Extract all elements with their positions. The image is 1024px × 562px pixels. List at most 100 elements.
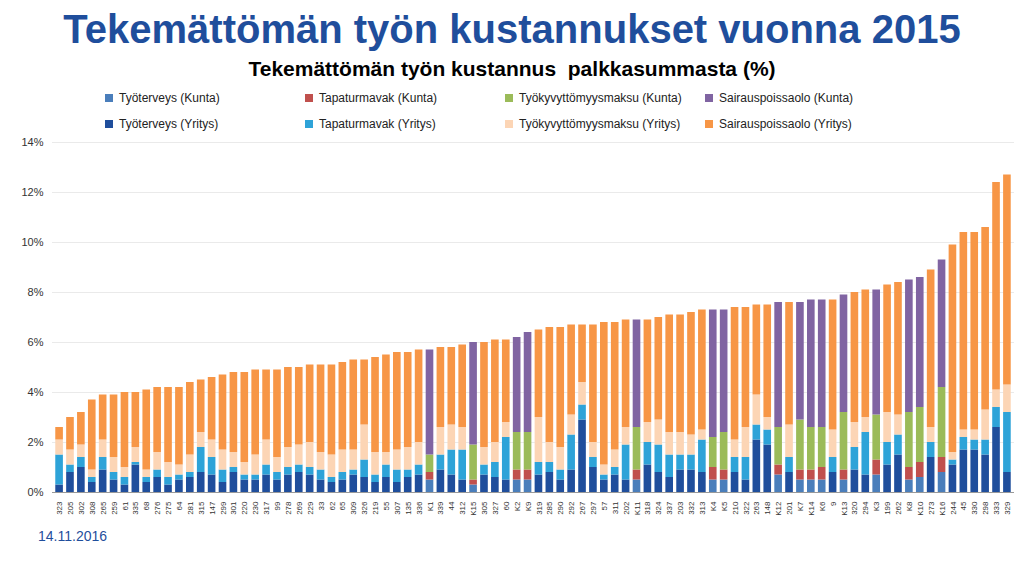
svg-text:K16: K16 bbox=[938, 501, 947, 516]
svg-text:8%: 8% bbox=[28, 286, 44, 298]
svg-text:305: 305 bbox=[480, 501, 489, 515]
svg-text:K9: K9 bbox=[524, 501, 533, 511]
svg-text:281: 281 bbox=[186, 501, 195, 515]
svg-text:148: 148 bbox=[763, 501, 772, 515]
svg-text:K5: K5 bbox=[720, 501, 729, 511]
svg-text:269: 269 bbox=[295, 501, 304, 515]
svg-text:219: 219 bbox=[371, 501, 380, 515]
svg-text:308: 308 bbox=[88, 501, 97, 515]
svg-text:336: 336 bbox=[415, 501, 424, 515]
svg-text:64: 64 bbox=[175, 501, 184, 510]
svg-text:205: 205 bbox=[66, 501, 75, 515]
svg-text:333: 333 bbox=[992, 501, 1001, 515]
svg-text:330: 330 bbox=[970, 501, 979, 515]
svg-text:278: 278 bbox=[284, 501, 293, 515]
svg-text:267: 267 bbox=[578, 501, 587, 515]
svg-text:320: 320 bbox=[850, 501, 859, 515]
svg-text:K13: K13 bbox=[840, 501, 849, 516]
svg-text:275: 275 bbox=[164, 501, 173, 515]
svg-text:307: 307 bbox=[393, 501, 402, 515]
svg-text:323: 323 bbox=[55, 501, 64, 515]
svg-text:K7: K7 bbox=[796, 501, 805, 511]
svg-text:K2: K2 bbox=[513, 501, 522, 511]
svg-text:199: 199 bbox=[883, 501, 892, 515]
svg-text:6%: 6% bbox=[28, 336, 44, 348]
svg-text:273: 273 bbox=[927, 501, 936, 515]
svg-text:244: 244 bbox=[949, 501, 958, 515]
svg-text:K6: K6 bbox=[818, 501, 827, 511]
svg-text:312: 312 bbox=[458, 501, 467, 515]
svg-text:12%: 12% bbox=[21, 186, 43, 198]
svg-text:K10: K10 bbox=[916, 501, 925, 516]
svg-text:301: 301 bbox=[229, 501, 238, 515]
svg-text:62: 62 bbox=[328, 501, 337, 510]
svg-text:147: 147 bbox=[208, 501, 217, 515]
svg-text:45: 45 bbox=[959, 501, 968, 510]
svg-text:202: 202 bbox=[622, 501, 631, 515]
svg-text:326: 326 bbox=[360, 501, 369, 515]
html-text:14.11.2016: 14.11.2016 bbox=[38, 528, 107, 544]
svg-text:337: 337 bbox=[665, 501, 674, 515]
svg-text:K1: K1 bbox=[426, 501, 435, 511]
svg-text:61: 61 bbox=[121, 501, 130, 510]
html-text:Tekemättömän työn kustannus pa: Tekemättömän työn kustannus palkkasummas… bbox=[248, 57, 776, 80]
svg-text:317: 317 bbox=[262, 501, 271, 515]
svg-text:14%: 14% bbox=[21, 136, 43, 148]
svg-text:327: 327 bbox=[491, 501, 500, 515]
html-text:Tekemättömän työn kustannukset: Tekemättömän työn kustannukset vuonna 20… bbox=[63, 7, 961, 51]
svg-text:K8: K8 bbox=[905, 501, 914, 511]
svg-text:135: 135 bbox=[404, 501, 413, 515]
svg-text:60: 60 bbox=[502, 501, 511, 510]
svg-text:265: 265 bbox=[99, 501, 108, 515]
svg-text:4%: 4% bbox=[28, 386, 44, 398]
svg-text:290: 290 bbox=[556, 501, 565, 515]
svg-text:299: 299 bbox=[219, 501, 228, 515]
svg-text:230: 230 bbox=[251, 501, 260, 515]
svg-text:324: 324 bbox=[654, 501, 663, 515]
svg-text:203: 203 bbox=[676, 501, 685, 515]
svg-text:65: 65 bbox=[338, 501, 347, 510]
svg-text:99: 99 bbox=[273, 501, 282, 510]
svg-text:302: 302 bbox=[77, 501, 86, 515]
svg-text:9: 9 bbox=[829, 501, 838, 506]
svg-text:229: 229 bbox=[306, 501, 315, 515]
svg-text:309: 309 bbox=[349, 501, 358, 515]
svg-text:K15: K15 bbox=[469, 501, 478, 516]
svg-text:311: 311 bbox=[611, 501, 620, 514]
svg-text:297: 297 bbox=[589, 501, 598, 515]
svg-text:262: 262 bbox=[894, 501, 903, 515]
svg-text:298: 298 bbox=[981, 501, 990, 515]
svg-text:294: 294 bbox=[861, 501, 870, 515]
svg-text:329: 329 bbox=[1003, 501, 1012, 515]
svg-text:220: 220 bbox=[240, 501, 249, 515]
svg-text:55: 55 bbox=[382, 501, 391, 510]
svg-text:313: 313 bbox=[698, 501, 707, 515]
svg-text:285: 285 bbox=[545, 501, 554, 515]
svg-text:K11: K11 bbox=[633, 501, 642, 515]
svg-text:201: 201 bbox=[785, 501, 794, 515]
svg-text:33: 33 bbox=[317, 501, 326, 510]
svg-text:263: 263 bbox=[752, 501, 761, 515]
svg-text:68: 68 bbox=[142, 501, 151, 510]
svg-text:322: 322 bbox=[742, 501, 751, 515]
svg-text:10%: 10% bbox=[21, 236, 43, 248]
svg-text:K14: K14 bbox=[807, 501, 816, 516]
svg-text:K12: K12 bbox=[774, 501, 783, 516]
svg-text:315: 315 bbox=[197, 501, 206, 515]
svg-text:57: 57 bbox=[600, 501, 609, 510]
svg-text:2%: 2% bbox=[28, 436, 44, 448]
svg-text:276: 276 bbox=[153, 501, 162, 515]
svg-text:339: 339 bbox=[436, 501, 445, 515]
svg-text:319: 319 bbox=[535, 501, 544, 515]
svg-text:0%: 0% bbox=[28, 486, 44, 498]
html-text:Työterveys (Kunta): Työterveys (Kunta) bbox=[119, 91, 220, 105]
svg-text:K4: K4 bbox=[709, 501, 718, 511]
svg-text:44: 44 bbox=[447, 501, 456, 510]
svg-text:335: 335 bbox=[131, 501, 140, 515]
svg-text:332: 332 bbox=[687, 501, 696, 515]
svg-text:210: 210 bbox=[731, 501, 740, 515]
svg-text:K3: K3 bbox=[872, 501, 881, 511]
svg-text:318: 318 bbox=[643, 501, 652, 515]
svg-text:292: 292 bbox=[567, 501, 576, 515]
svg-text:259: 259 bbox=[110, 501, 119, 515]
